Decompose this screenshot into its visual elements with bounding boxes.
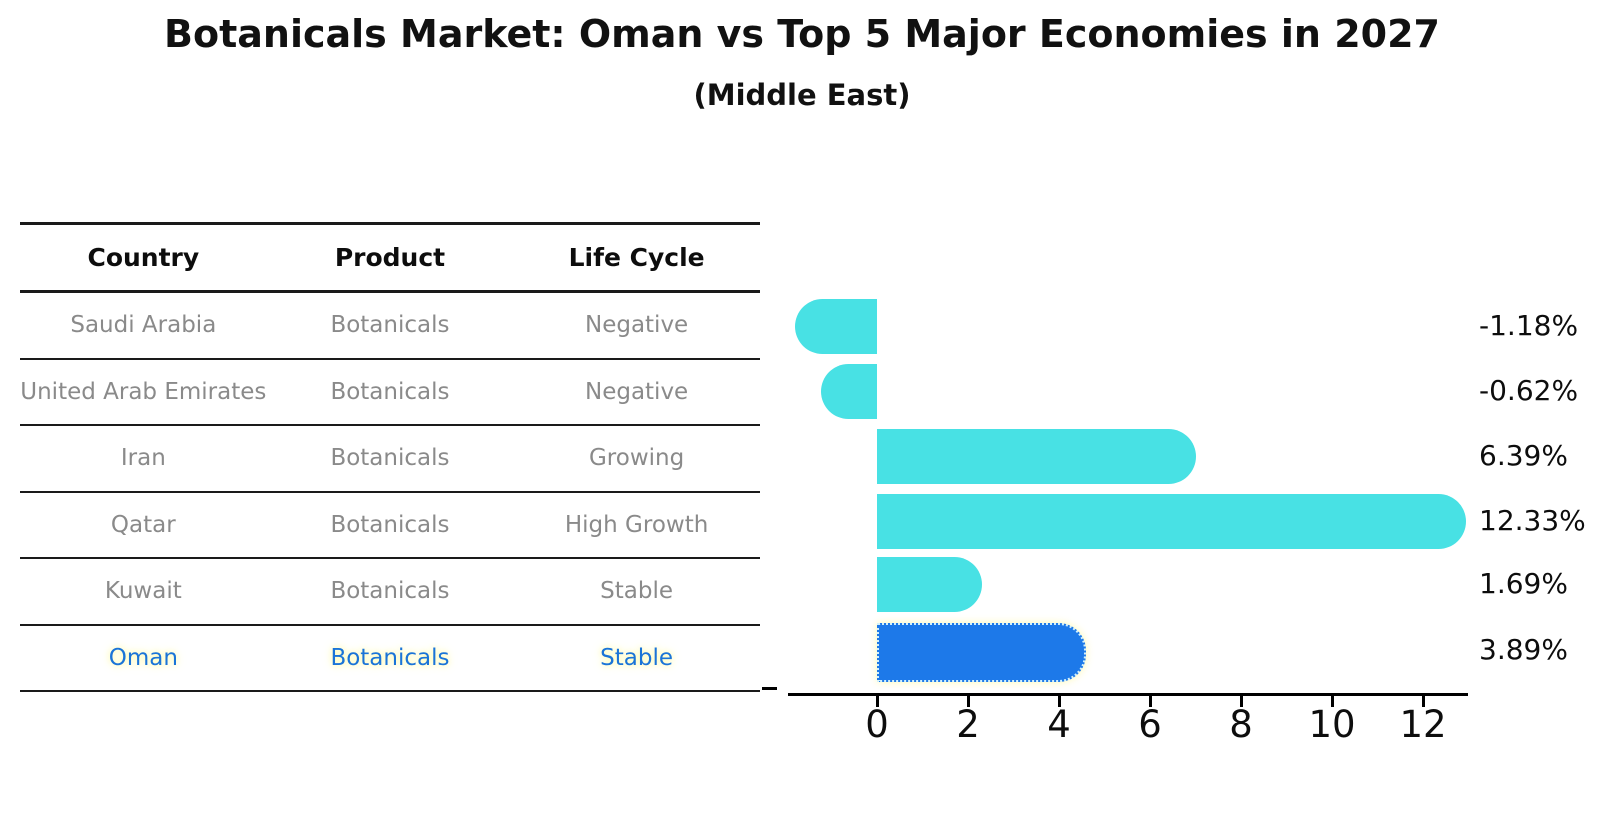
column-header-life-cycle: Life Cycle <box>568 243 705 272</box>
bar-oman <box>877 622 1086 682</box>
column-header-product: Product <box>334 243 446 272</box>
product-cell: Botanicals <box>330 312 450 339</box>
product-cell: Botanicals <box>330 445 450 472</box>
x-tick-label-6: 6 <box>1138 703 1162 746</box>
bar-iran <box>877 428 1196 484</box>
bar-value-label-iran: 6.39% <box>1479 439 1568 472</box>
bar-qatar <box>877 493 1466 549</box>
x-tick-label-0: 0 <box>865 703 889 746</box>
country-cell: Oman <box>108 644 178 671</box>
x-tick-mark-10 <box>1330 696 1334 707</box>
country-cell: United Arab Emirates <box>20 378 267 405</box>
bar-value-label-oman: 3.89% <box>1479 633 1568 666</box>
country-cell: Iran <box>120 445 166 472</box>
bar-united-arab-emirates <box>820 363 877 419</box>
product-cell: Botanicals <box>330 644 450 671</box>
life-cycle-cell: Growing <box>588 445 685 472</box>
x-tick-label-8: 8 <box>1229 703 1253 746</box>
table-row-iran: Iran Botanicals Growing <box>20 426 760 493</box>
life-cycle-cell: High Growth <box>564 511 709 538</box>
country-cell: Kuwait <box>104 578 182 605</box>
table-body: Saudi Arabia Botanicals Negative United Ara… <box>20 293 760 692</box>
chart-subtitle: (Middle East) <box>693 78 911 112</box>
x-tick-mark-12 <box>1421 696 1425 707</box>
table-row-united-arab-emirates: United Arab Emirates Botanicals Negative <box>20 360 760 426</box>
table-header-row: Country Product Life Cycle <box>20 225 760 293</box>
life-cycle-cell: Stable <box>600 644 674 671</box>
product-cell: Botanicals <box>330 578 450 605</box>
bar-value-label-qatar: 12.33% <box>1479 504 1586 537</box>
product-cell: Botanicals <box>330 511 450 538</box>
life-cycle-cell: Negative <box>584 378 689 405</box>
x-tick-mark-2 <box>966 696 970 707</box>
table-row-qatar: Qatar Botanicals High Growth <box>20 493 760 559</box>
life-cycle-cell: Stable <box>600 578 674 605</box>
chart-title: Botanicals Market: Oman vs Top 5 Major E… <box>164 12 1440 56</box>
table-row-saudi-arabia: Saudi Arabia Botanicals Negative <box>20 293 760 360</box>
country-cell: Saudi Arabia <box>70 312 217 339</box>
x-tick-label-2: 2 <box>956 703 980 746</box>
life-cycle-cell: Negative <box>584 312 689 339</box>
column-header-country: Country <box>87 243 200 272</box>
bar-kuwait <box>877 556 982 612</box>
country-cell: Qatar <box>110 511 176 538</box>
x-tick-mark-8 <box>1239 696 1243 707</box>
bar-value-label-kuwait: 1.69% <box>1479 567 1568 600</box>
table-row-oman: Oman Botanicals Stable <box>20 626 760 692</box>
product-cell: Botanicals <box>330 378 450 405</box>
x-tick-mark-0 <box>875 696 879 707</box>
x-tick-label-10: 10 <box>1308 703 1356 746</box>
x-tick-mark-6 <box>1148 696 1152 707</box>
x-tick-mark-4 <box>1057 696 1061 707</box>
axis-left-dash <box>762 687 777 690</box>
bar-value-label-united-arab-emirates: -0.62% <box>1479 374 1579 407</box>
country-table: Country Product Life Cycle Saudi Arabia B… <box>20 222 760 692</box>
table-row-kuwait: Kuwait Botanicals Stable <box>20 559 760 626</box>
bar-saudi-arabia <box>795 298 877 354</box>
x-tick-label-12: 12 <box>1399 703 1447 746</box>
bar-value-label-saudi-arabia: -1.18% <box>1479 309 1579 342</box>
x-axis-line <box>788 693 1468 696</box>
x-tick-label-4: 4 <box>1047 703 1071 746</box>
